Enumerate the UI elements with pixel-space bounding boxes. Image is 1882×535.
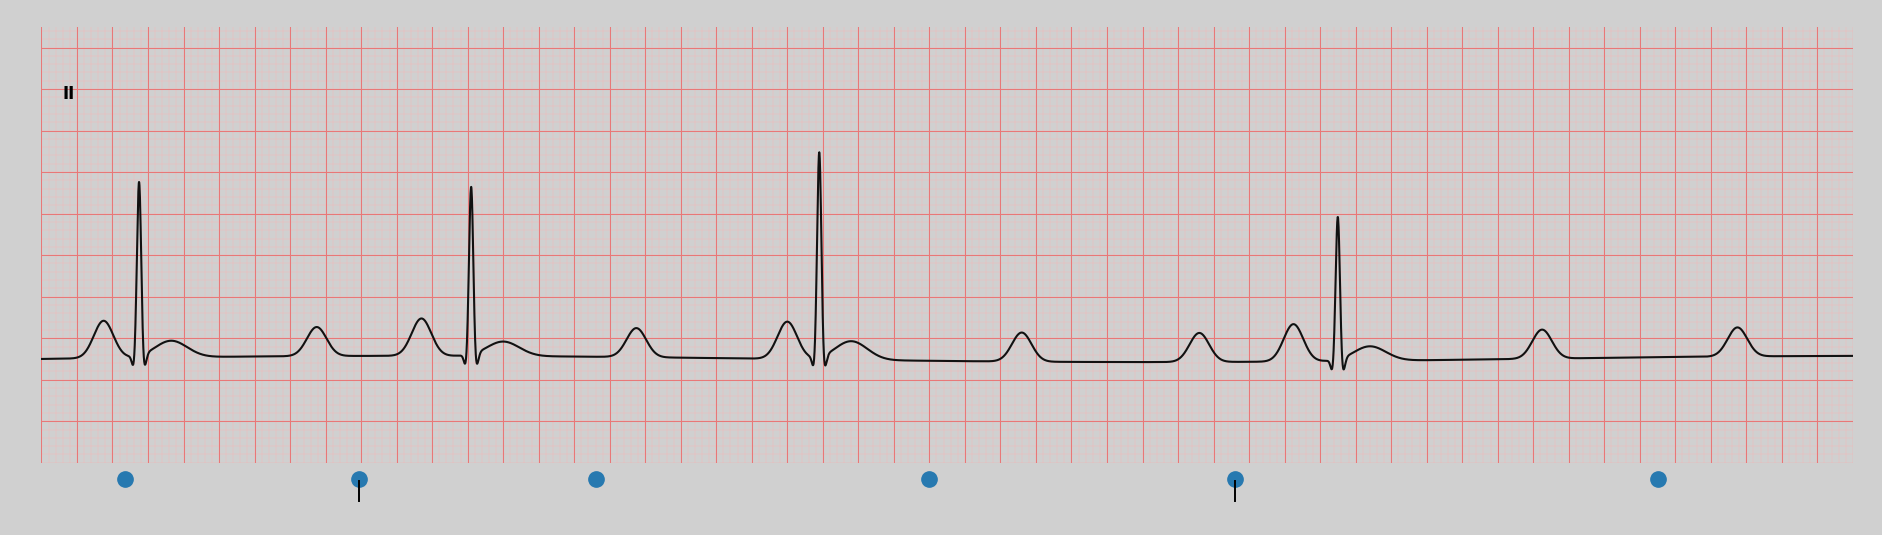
Text: II: II xyxy=(62,86,75,103)
